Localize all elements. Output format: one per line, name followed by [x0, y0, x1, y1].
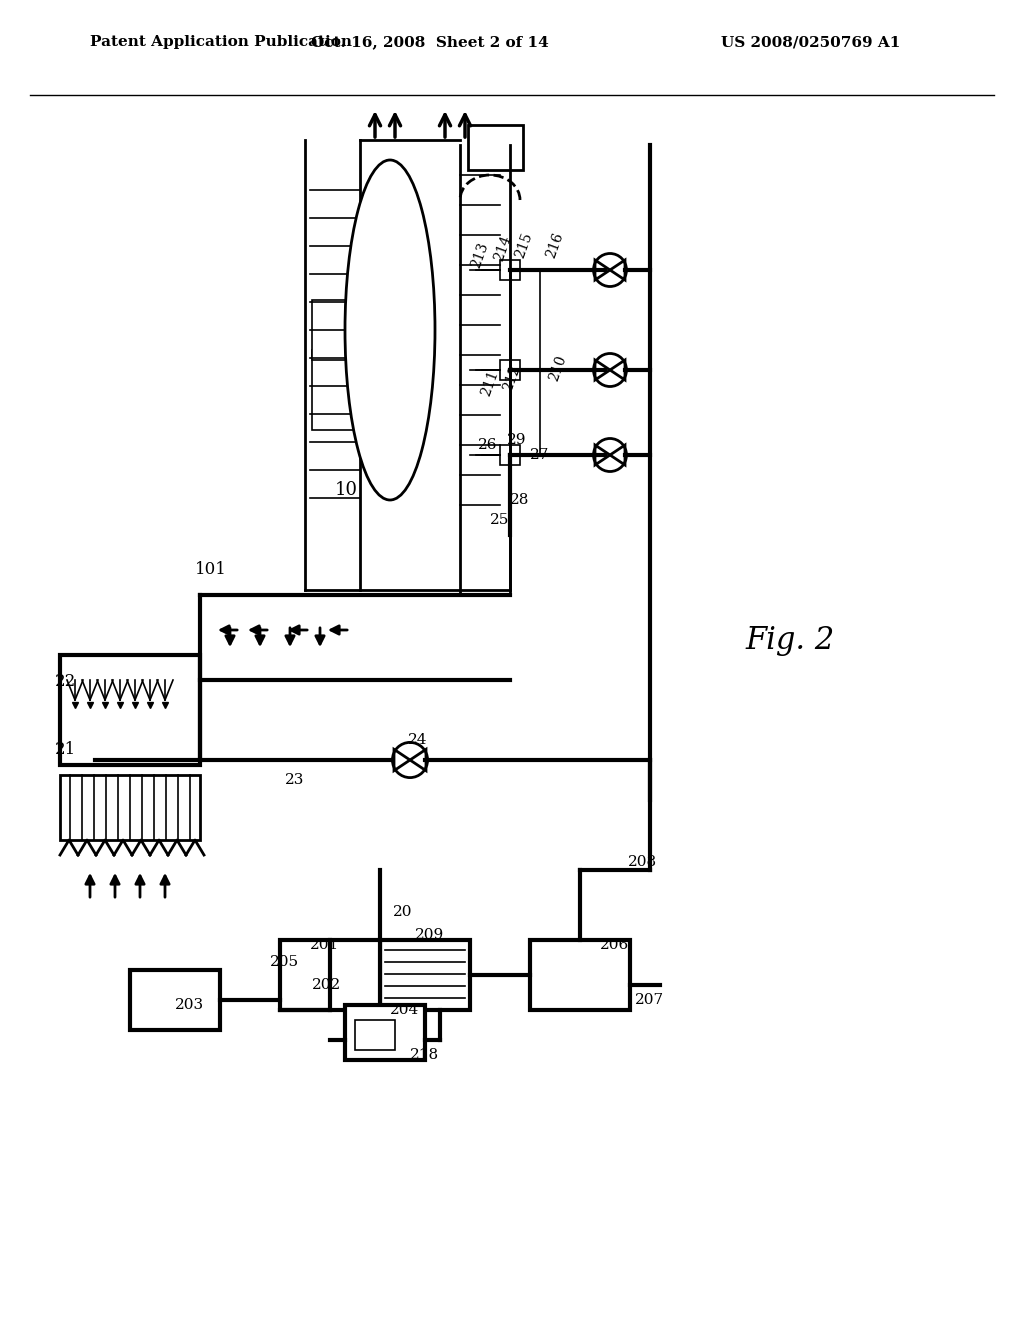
- Text: 203: 203: [175, 998, 204, 1012]
- Bar: [130, 970, 220, 1030]
- Bar: [355, 1020, 395, 1049]
- Text: 211: 211: [479, 368, 501, 397]
- Text: 10: 10: [335, 480, 358, 499]
- Text: 218: 218: [410, 1048, 439, 1063]
- Text: Oct. 16, 2008  Sheet 2 of 14: Oct. 16, 2008 Sheet 2 of 14: [311, 36, 549, 49]
- Text: 25: 25: [490, 513, 509, 527]
- Text: 21: 21: [55, 742, 76, 759]
- Text: 101: 101: [195, 561, 227, 578]
- Text: 205: 205: [270, 954, 299, 969]
- Text: 29: 29: [507, 433, 526, 447]
- Text: 204: 204: [390, 1003, 419, 1016]
- Text: 207: 207: [635, 993, 665, 1007]
- Text: US 2008/0250769 A1: US 2008/0250769 A1: [721, 36, 900, 49]
- Text: 23: 23: [285, 774, 304, 787]
- Bar: [312, 350, 360, 430]
- Bar: [345, 1005, 425, 1060]
- Text: 216: 216: [544, 230, 566, 260]
- Text: 27: 27: [530, 447, 549, 462]
- Text: Patent Application Publication: Patent Application Publication: [90, 36, 352, 49]
- Bar: [500, 445, 520, 465]
- Bar: [60, 655, 200, 766]
- Bar: [500, 360, 520, 380]
- Text: 212: 212: [501, 363, 523, 393]
- Text: 26: 26: [478, 438, 498, 451]
- Bar: [468, 125, 523, 170]
- Bar: [530, 940, 630, 1010]
- Text: 209: 209: [415, 928, 444, 942]
- Text: Fig. 2: Fig. 2: [745, 624, 835, 656]
- Text: 206: 206: [600, 939, 630, 952]
- Bar: [60, 775, 200, 840]
- Bar: [280, 940, 380, 1010]
- Bar: [380, 940, 470, 1010]
- Text: 214: 214: [492, 234, 514, 263]
- Bar: [500, 260, 520, 280]
- Text: 20: 20: [393, 906, 413, 919]
- Text: 210: 210: [547, 354, 569, 383]
- Ellipse shape: [345, 160, 435, 500]
- Text: 202: 202: [312, 978, 341, 993]
- Bar: [312, 300, 347, 360]
- Text: 215: 215: [513, 230, 536, 260]
- Text: 28: 28: [510, 492, 529, 507]
- Text: 213: 213: [469, 240, 492, 269]
- Text: 22: 22: [55, 673, 76, 690]
- Text: 24: 24: [408, 733, 427, 747]
- Text: 208: 208: [628, 855, 657, 869]
- Text: 201: 201: [310, 939, 339, 952]
